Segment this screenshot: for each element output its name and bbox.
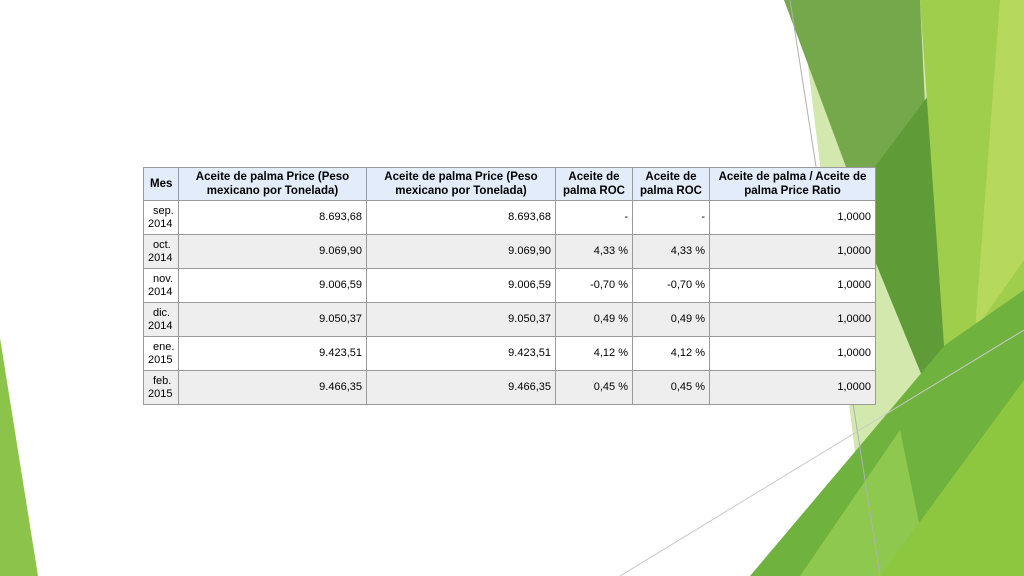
table-row: ene. 2015 9.423,51 9.423,51 4,12 % 4,12 %… bbox=[143, 336, 876, 371]
month-label: dic. bbox=[153, 306, 171, 319]
price-cell: 9.466,35 bbox=[366, 370, 556, 405]
roc-cell: - bbox=[555, 200, 633, 235]
year-label: 2015 bbox=[148, 353, 173, 366]
year-label: 2014 bbox=[148, 217, 173, 230]
header-price-2: Aceite de palma Price (Peso mexicano por… bbox=[366, 167, 556, 201]
month-label: sep. bbox=[153, 204, 174, 217]
month-cell: feb. 2015 bbox=[143, 370, 179, 405]
roc-cell: -0,70 % bbox=[555, 268, 633, 303]
year-label: 2014 bbox=[148, 251, 173, 264]
roc-cell: -0,70 % bbox=[632, 268, 710, 303]
month-cell: ene. 2015 bbox=[143, 336, 179, 371]
table-row: nov. 2014 9.006,59 9.006,59 -0,70 % -0,70… bbox=[143, 268, 876, 303]
year-label: 2015 bbox=[148, 387, 173, 400]
bottom-lime-facet bbox=[880, 380, 1024, 576]
price-cell: 9.466,35 bbox=[178, 370, 367, 405]
price-cell: 9.006,59 bbox=[366, 268, 556, 303]
price-cell: 9.069,90 bbox=[178, 234, 367, 269]
ratio-cell: 1,0000 bbox=[709, 234, 876, 269]
roc-cell: 4,33 % bbox=[555, 234, 633, 269]
ratio-cell: 1,0000 bbox=[709, 336, 876, 371]
price-cell: 9.423,51 bbox=[366, 336, 556, 371]
roc-cell: - bbox=[632, 200, 710, 235]
table-row: feb. 2015 9.466,35 9.466,35 0,45 % 0,45 %… bbox=[143, 370, 876, 405]
header-roc-1: Aceite de palma ROC bbox=[555, 167, 633, 201]
price-cell: 8.693,68 bbox=[178, 200, 367, 235]
month-label: ene. bbox=[153, 340, 175, 353]
roc-cell: 0,45 % bbox=[555, 370, 633, 405]
price-cell: 8.693,68 bbox=[366, 200, 556, 235]
thin-line-2 bbox=[619, 329, 1024, 576]
ratio-cell: 1,0000 bbox=[709, 268, 876, 303]
roc-cell: 0,49 % bbox=[555, 302, 633, 337]
ratio-cell: 1,0000 bbox=[709, 200, 876, 235]
bright-green-facet bbox=[975, 0, 1024, 330]
table-header-row: Mes Aceite de palma Price (Peso mexicano… bbox=[143, 167, 876, 201]
price-cell: 9.423,51 bbox=[178, 336, 367, 371]
header-month: Mes bbox=[143, 167, 179, 201]
ratio-cell: 1,0000 bbox=[709, 370, 876, 405]
header-roc-2: Aceite de palma ROC bbox=[632, 167, 710, 201]
price-cell: 9.050,37 bbox=[366, 302, 556, 337]
roc-cell: 0,49 % bbox=[632, 302, 710, 337]
month-label: nov. bbox=[153, 272, 173, 285]
month-label: oct. bbox=[153, 238, 171, 251]
price-cell: 9.006,59 bbox=[178, 268, 367, 303]
month-label: feb. bbox=[153, 374, 172, 387]
month-cell: dic. 2014 bbox=[143, 302, 179, 337]
roc-cell: 4,12 % bbox=[555, 336, 633, 371]
roc-cell: 4,33 % bbox=[632, 234, 710, 269]
price-table: Mes Aceite de palma Price (Peso mexicano… bbox=[143, 167, 876, 405]
ratio-cell: 1,0000 bbox=[709, 302, 876, 337]
roc-cell: 0,45 % bbox=[632, 370, 710, 405]
bottom-pale-facet bbox=[800, 430, 930, 576]
year-label: 2014 bbox=[148, 285, 173, 298]
roc-cell: 4,12 % bbox=[632, 336, 710, 371]
header-price-1: Aceite de palma Price (Peso mexicano por… bbox=[178, 167, 367, 201]
year-label: 2014 bbox=[148, 319, 173, 332]
price-cell: 9.069,90 bbox=[366, 234, 556, 269]
left-green-sliver bbox=[0, 338, 38, 576]
month-cell: sep. 2014 bbox=[143, 200, 179, 235]
header-ratio: Aceite de palma / Aceite de palma Price … bbox=[709, 167, 876, 201]
table-row: sep. 2014 8.693,68 8.693,68 - - 1,0000 bbox=[143, 200, 876, 235]
price-cell: 9.050,37 bbox=[178, 302, 367, 337]
month-cell: nov. 2014 bbox=[143, 268, 179, 303]
month-cell: oct. 2014 bbox=[143, 234, 179, 269]
table-row: oct. 2014 9.069,90 9.069,90 4,33 % 4,33 %… bbox=[143, 234, 876, 269]
table-row: dic. 2014 9.050,37 9.050,37 0,49 % 0,49 %… bbox=[143, 302, 876, 337]
